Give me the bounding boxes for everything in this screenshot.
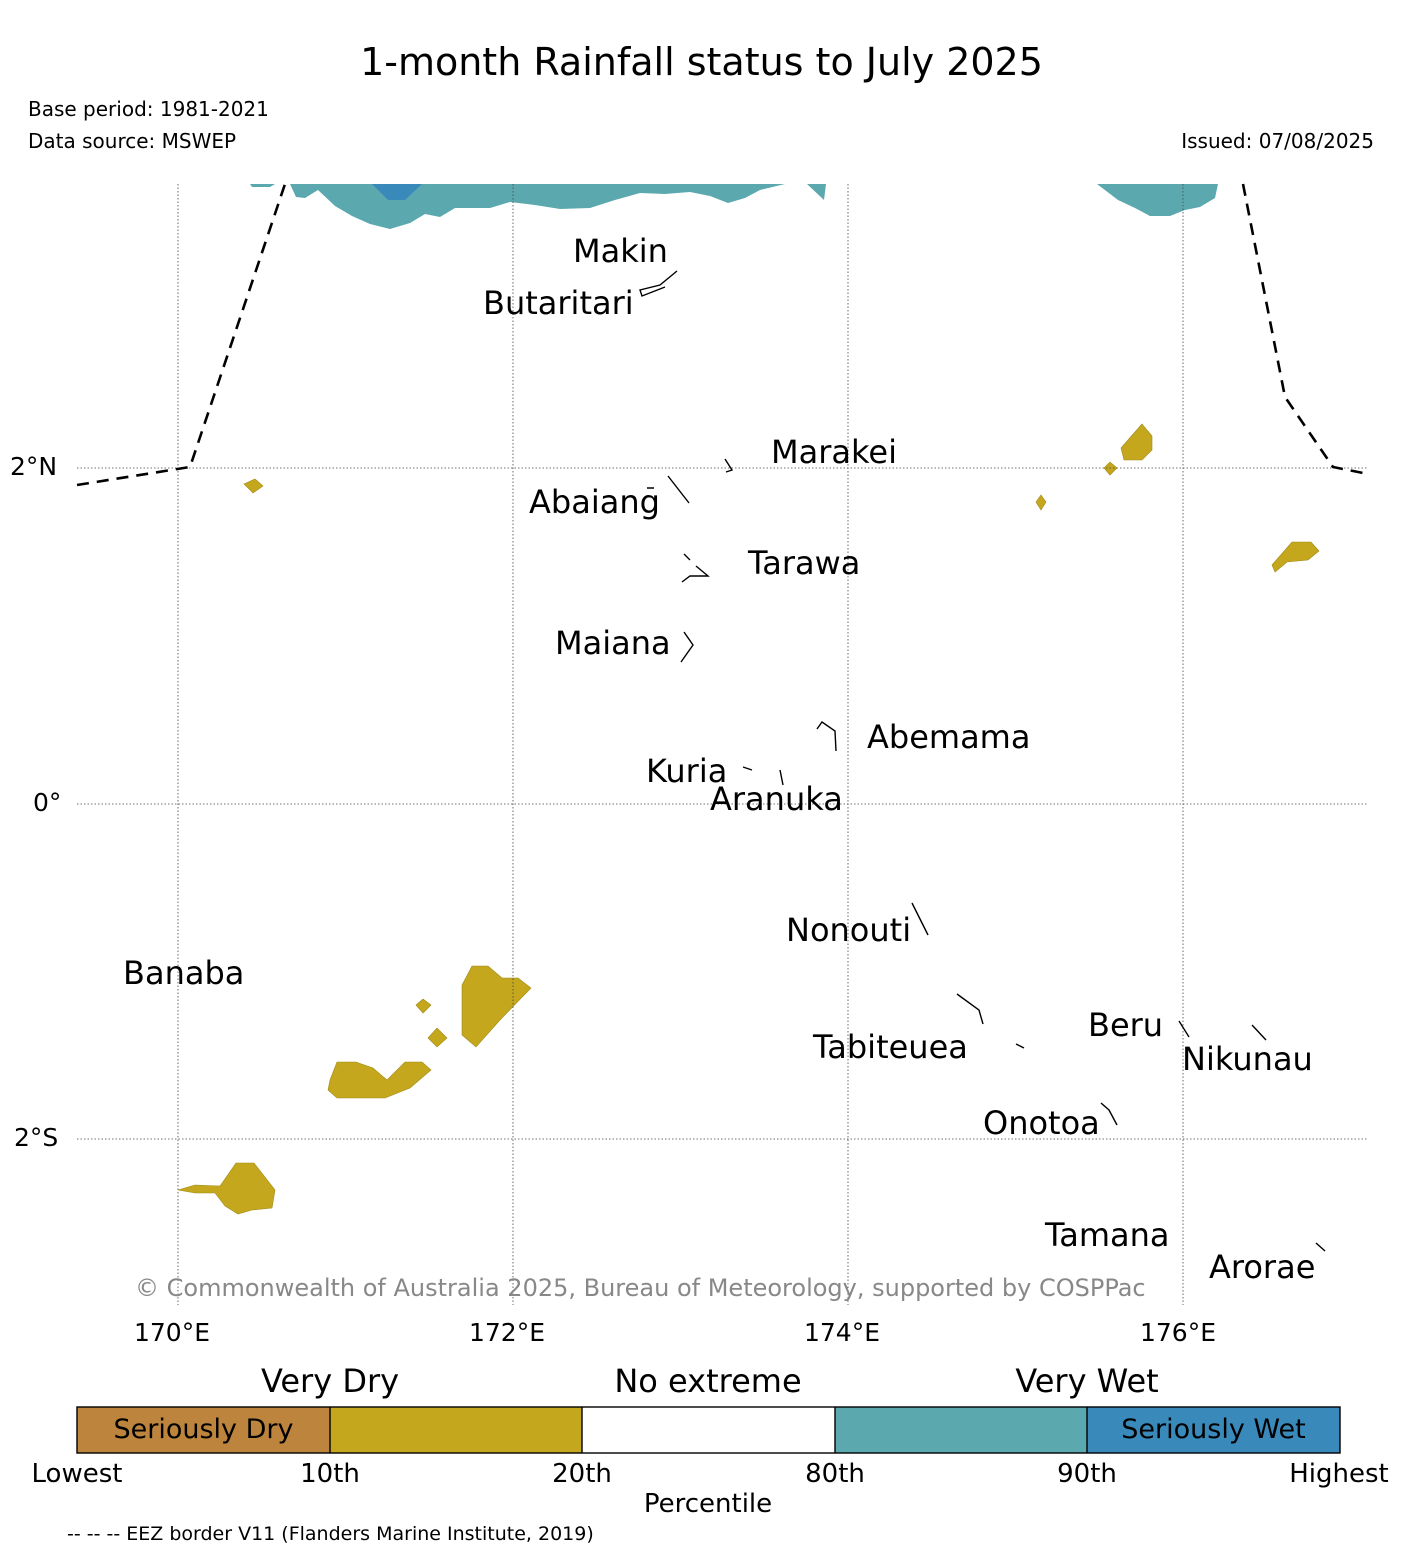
island-label-tabiteuea: Tabiteuea <box>813 1028 968 1066</box>
makin-butaritari-outline <box>639 270 678 297</box>
very-wet-area <box>250 184 275 187</box>
marakei-outline <box>724 458 734 473</box>
legend-bin-label-seriously-dry: Seriously Dry <box>113 1414 294 1445</box>
island-label-tarawa: Tarawa <box>748 544 861 582</box>
abaiang-outline <box>647 475 690 504</box>
very-dry-area <box>415 998 432 1014</box>
island-label-marakei: Marakei <box>771 433 897 471</box>
legend-category-no-extreme: No extreme <box>614 1362 802 1400</box>
very-wet-area <box>807 184 826 200</box>
beru-outline <box>1178 1020 1190 1038</box>
percentile-label-80th: 80th <box>805 1459 865 1489</box>
lat-label-2s: 2°S <box>14 1123 59 1152</box>
very-dry-area <box>327 1061 432 1099</box>
percentile-label-lowest: Lowest <box>31 1459 123 1489</box>
lat-label-0: 0° <box>33 788 62 817</box>
very-dry-area <box>1120 423 1153 461</box>
lon-label-174e: 174°E <box>804 1318 881 1347</box>
lon-label-170e: 170°E <box>134 1318 211 1347</box>
eez-border <box>76 183 1369 487</box>
island-outlines <box>639 270 1326 1252</box>
island-label-butaritari: Butaritari <box>483 284 634 322</box>
graticule <box>77 184 1368 1305</box>
island-label-arorae: Arorae <box>1209 1248 1316 1286</box>
percentile-axis-label: Percentile <box>643 1489 773 1519</box>
legend-bin-no-extreme <box>582 1407 835 1453</box>
island-label-abaiang: Abaiang <box>529 483 660 521</box>
wet-anomaly-areas <box>250 184 1218 229</box>
onotoa-outline <box>1100 1102 1118 1126</box>
eez-border-east <box>1241 183 1369 476</box>
island-label-makin: Makin <box>573 232 668 270</box>
kuria-outline <box>742 766 753 771</box>
island-label-nikunau: Nikunau <box>1182 1040 1313 1078</box>
data-source: Data source: MSWEP <box>28 129 237 153</box>
very-dry-area <box>461 965 532 1048</box>
legend-bin-seriously-dry <box>77 1407 330 1453</box>
abemama-outline <box>816 721 837 752</box>
percentile-label-90th: 90th <box>1057 1459 1117 1489</box>
nonouti-outline <box>911 902 929 936</box>
island-label-tamana: Tamana <box>1045 1216 1170 1254</box>
tarawa-outline <box>681 553 710 583</box>
legend-bin-label-seriously-wet: Seriously Wet <box>1121 1414 1306 1445</box>
lon-label-176e: 176°E <box>1140 1318 1217 1347</box>
very-dry-area <box>1271 541 1320 573</box>
island-label-aranuka: Aranuka <box>710 780 843 818</box>
dry-anomaly-areas <box>177 423 1320 1215</box>
island-label-maiana: Maiana <box>555 624 671 662</box>
very-dry-area <box>427 1027 448 1048</box>
very-dry-area <box>243 478 264 494</box>
island-label-nonouti: Nonouti <box>786 911 912 949</box>
percentile-label-20th: 20th <box>552 1459 612 1489</box>
base-period: Base period: 1981-2021 <box>28 97 269 121</box>
eez-border-note: -- -- -- EEZ border V11 (Flanders Marine… <box>67 1523 594 1545</box>
arorae-outline <box>1315 1242 1326 1252</box>
legend-bin-very-dry <box>330 1407 582 1453</box>
legend-category-very-wet: Very Wet <box>1015 1362 1159 1400</box>
lon-label-172e: 172°E <box>469 1318 546 1347</box>
lat-label-2n: 2°N <box>10 452 58 481</box>
copyright-notice: © Commonwealth of Australia 2025, Bureau… <box>135 1274 1146 1302</box>
aranuka-outline <box>779 769 784 786</box>
very-dry-area <box>1035 494 1047 511</box>
percentile-label-10th: 10th <box>300 1459 360 1489</box>
legend-bin-very-wet <box>835 1407 1087 1453</box>
very-dry-area <box>177 1162 276 1215</box>
island-label-kuria: Kuria <box>646 752 728 790</box>
very-wet-area <box>1097 184 1218 216</box>
issued-date: Issued: 07/08/2025 <box>1181 129 1374 153</box>
percentile-label-highest: Highest <box>1289 1459 1389 1489</box>
island-label-onotoa: Onotoa <box>983 1104 1100 1142</box>
tabiteuea-outline <box>956 993 1025 1049</box>
legend-bin-seriously-wet <box>1087 1407 1340 1453</box>
maiana-outline <box>680 631 694 663</box>
island-label-abemama: Abemama <box>867 718 1031 756</box>
seriously-wet-area <box>372 184 422 200</box>
legend-category-very-dry: Very Dry <box>260 1362 400 1400</box>
map-title: 1-month Rainfall status to July 2025 <box>360 40 1043 84</box>
nikunau-outline <box>1251 1024 1267 1041</box>
very-wet-area <box>290 184 785 229</box>
island-label-banaba: Banaba <box>123 954 245 992</box>
island-label-beru: Beru <box>1088 1006 1164 1044</box>
